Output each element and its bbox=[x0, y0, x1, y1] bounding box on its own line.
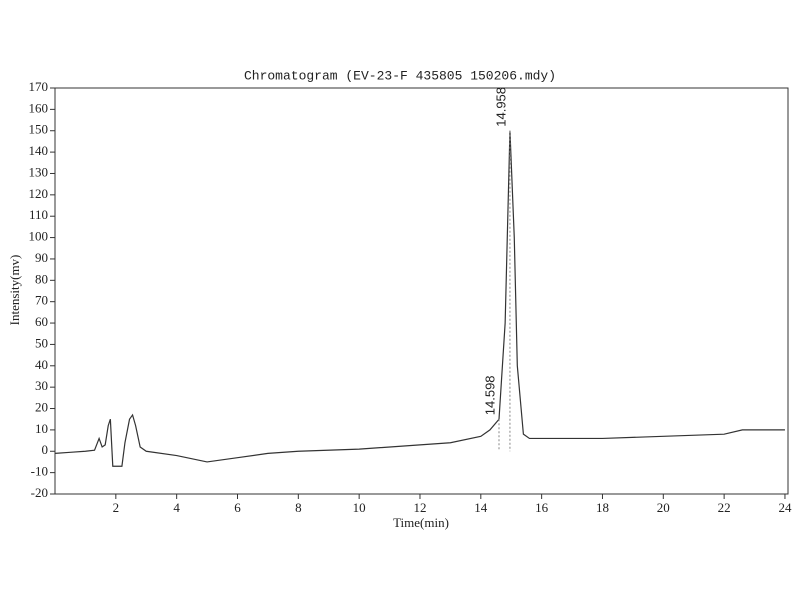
y-tick-label: 120 bbox=[29, 186, 49, 201]
y-tick-label: 110 bbox=[29, 207, 48, 222]
x-axis-label: Time(min) bbox=[393, 515, 449, 530]
data-line bbox=[54, 130, 785, 467]
x-tick-label: 22 bbox=[718, 500, 731, 515]
y-tick-label: 40 bbox=[35, 357, 48, 372]
y-tick-label: 140 bbox=[29, 143, 49, 158]
x-tick-label: 24 bbox=[778, 500, 792, 515]
y-tick-label: 60 bbox=[35, 314, 48, 329]
plot-frame bbox=[54, 87, 789, 495]
y-tick-label: 100 bbox=[29, 229, 49, 244]
y-tick-label: -20 bbox=[31, 485, 48, 500]
y-tick-label: 170 bbox=[29, 79, 49, 94]
y-tick-label: 70 bbox=[35, 293, 48, 308]
x-tick-label: 6 bbox=[234, 500, 241, 515]
y-tick-label: 50 bbox=[35, 335, 48, 350]
x-tick-label: 8 bbox=[295, 500, 302, 515]
y-tick-label: 150 bbox=[29, 122, 49, 137]
chart-title: Chromatogram (EV-23-F 435805 150206.mdy) bbox=[244, 68, 556, 83]
x-tick-label: 14 bbox=[474, 500, 488, 515]
x-tick-label: 12 bbox=[413, 500, 426, 515]
peak-label: 14.958 bbox=[493, 87, 508, 127]
y-axis-label: Intensity(mv) bbox=[7, 255, 22, 326]
y-tick-label: 30 bbox=[35, 378, 48, 393]
y-tick-label: 80 bbox=[35, 271, 48, 286]
y-tick-label: 20 bbox=[35, 400, 48, 415]
y-tick-label: 130 bbox=[29, 164, 49, 179]
y-tick-label: -10 bbox=[31, 464, 48, 479]
y-tick-label: 160 bbox=[29, 100, 49, 115]
y-tick-label: 0 bbox=[42, 442, 49, 457]
x-tick-label: 10 bbox=[353, 500, 366, 515]
x-tick-label: 16 bbox=[535, 500, 549, 515]
peak-label: 14.598 bbox=[482, 375, 497, 415]
x-tick-label: 4 bbox=[173, 500, 180, 515]
x-tick-label: 20 bbox=[657, 500, 670, 515]
y-tick-label: 10 bbox=[35, 421, 48, 436]
y-tick-label: 90 bbox=[35, 250, 48, 265]
x-tick-label: 2 bbox=[113, 500, 120, 515]
x-tick-label: 18 bbox=[596, 500, 609, 515]
